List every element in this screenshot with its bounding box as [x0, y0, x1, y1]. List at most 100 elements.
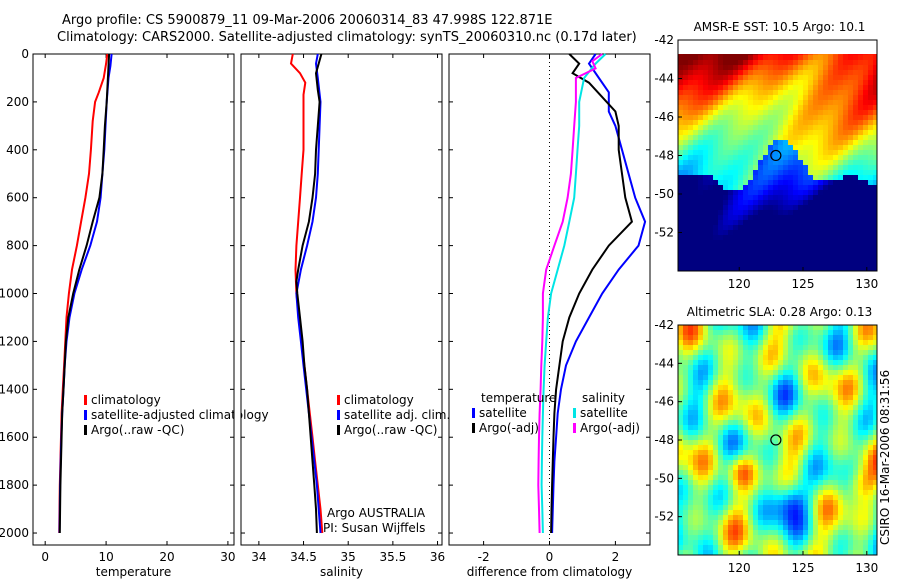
map-cell	[803, 100, 809, 106]
map-cell	[688, 190, 694, 196]
map-cell	[708, 400, 714, 406]
map-cell	[798, 390, 804, 396]
map-cell	[723, 335, 729, 341]
map-cell	[798, 195, 804, 201]
map-cell	[808, 140, 814, 146]
map-cell	[803, 375, 809, 381]
map-cell	[848, 190, 854, 196]
map-cell	[723, 425, 729, 431]
map-cell	[853, 40, 859, 46]
map-cell	[813, 330, 819, 336]
map-cell	[833, 110, 839, 116]
map-cell	[728, 485, 734, 491]
map-cell	[783, 80, 789, 86]
map-cell	[753, 125, 759, 131]
map-cell	[758, 340, 764, 346]
map-cell	[863, 470, 869, 476]
map-cell	[823, 210, 829, 216]
map-cell	[743, 515, 749, 521]
map-cell	[783, 465, 789, 471]
map-cell	[678, 220, 684, 226]
map-cell	[803, 505, 809, 511]
map-cell	[868, 470, 874, 476]
map-cell	[718, 110, 724, 116]
map-cell	[803, 395, 809, 401]
map-cell	[808, 545, 814, 551]
map-cell	[773, 475, 779, 481]
map-cell	[733, 540, 739, 546]
map-cell	[793, 530, 799, 536]
map-cell	[868, 235, 874, 241]
map-cell	[803, 205, 809, 211]
map-cell	[783, 75, 789, 81]
map-cell	[713, 335, 719, 341]
map-cell	[863, 265, 869, 271]
map-cell	[758, 65, 764, 71]
map-cell	[838, 180, 844, 186]
map-cell	[833, 345, 839, 351]
map-cell	[808, 260, 814, 266]
map-cell	[703, 470, 709, 476]
map-cell	[783, 415, 789, 421]
map-cell	[693, 65, 699, 71]
map-cell	[738, 340, 744, 346]
map-cell	[748, 420, 754, 426]
map-cell	[803, 235, 809, 241]
map-cell	[748, 480, 754, 486]
map-cell	[838, 95, 844, 101]
map-cell	[828, 505, 834, 511]
map-cell	[858, 470, 864, 476]
map-cell	[858, 45, 864, 51]
map-cell	[873, 90, 877, 96]
map-cell	[748, 40, 754, 46]
map-cell	[748, 425, 754, 431]
map-cell	[798, 435, 804, 441]
map-cell	[793, 54, 799, 56]
map-cell	[788, 100, 794, 106]
map-cell	[728, 340, 734, 346]
map-cell	[728, 335, 734, 341]
map-cell	[868, 45, 874, 51]
map-cell	[758, 200, 764, 206]
map-cell	[728, 405, 734, 411]
map-cell	[698, 535, 704, 541]
map-cell	[833, 230, 839, 236]
map-cell	[683, 410, 689, 416]
map-cell	[793, 345, 799, 351]
map-cell	[793, 140, 799, 146]
map-cell	[703, 175, 709, 181]
map-cell	[798, 140, 804, 146]
map-cell	[728, 395, 734, 401]
map-cell	[768, 130, 774, 136]
map-cell	[798, 255, 804, 261]
map-cell	[873, 395, 877, 401]
map-cell	[778, 370, 784, 376]
map-cell	[778, 335, 784, 341]
map-cell	[738, 130, 744, 136]
map-cell	[853, 410, 859, 416]
map-cell	[868, 445, 874, 451]
map-cell	[778, 410, 784, 416]
map-cell	[728, 345, 734, 351]
map-cell	[863, 360, 869, 366]
map-cell	[788, 410, 794, 416]
map-cell	[833, 490, 839, 496]
map-cell	[728, 140, 734, 146]
map-cell	[833, 185, 839, 191]
map-cell	[873, 520, 877, 526]
map-cell	[698, 175, 704, 181]
map-cell	[853, 380, 859, 386]
map-cell	[708, 45, 714, 51]
map-cell	[788, 135, 794, 141]
map-cell	[793, 260, 799, 266]
map-cell	[813, 475, 819, 481]
map-cell	[738, 175, 744, 181]
map-cell	[858, 80, 864, 86]
map-cell	[808, 75, 814, 81]
map-cell	[718, 430, 724, 436]
map-cell	[688, 90, 694, 96]
map-cell	[683, 435, 689, 441]
map-cell	[858, 520, 864, 526]
map-cell	[788, 455, 794, 461]
map-cell	[703, 125, 709, 131]
